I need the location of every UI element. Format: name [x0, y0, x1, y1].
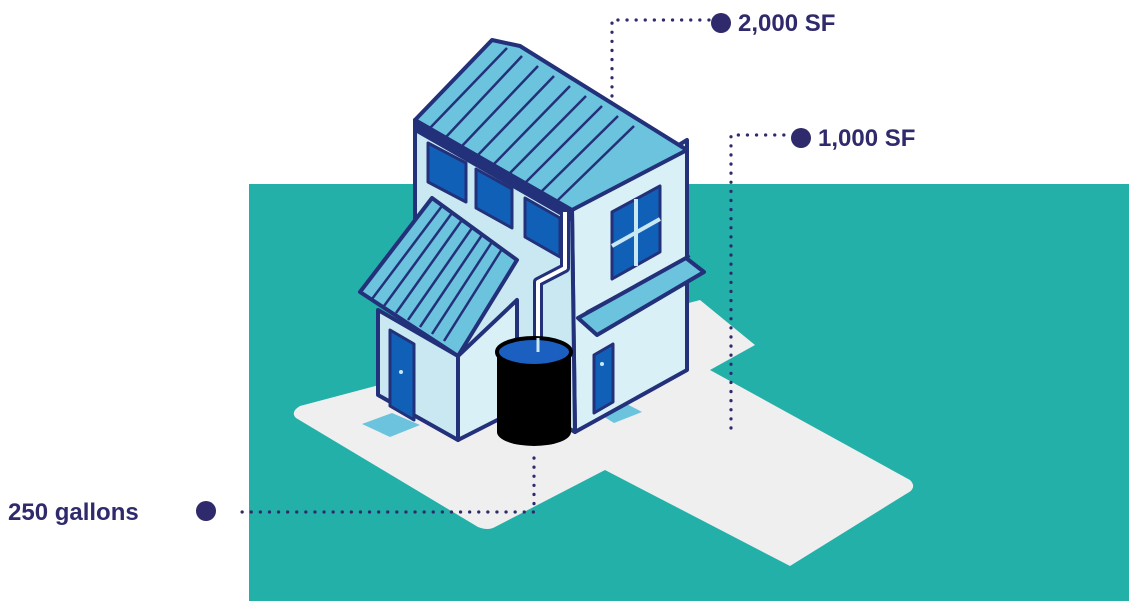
rain-barrel-icon — [495, 336, 573, 446]
barrel-capacity-label: 250 gallons — [8, 499, 139, 526]
main-roof — [413, 38, 689, 212]
door-right — [592, 342, 615, 415]
upper-window-1 — [426, 141, 468, 204]
barrel-marker-dot — [196, 501, 216, 521]
leader-lines — [234, 18, 792, 514]
barrel-top — [495, 336, 573, 368]
upper-window-2 — [474, 167, 514, 230]
leader-roof — [610, 18, 714, 98]
main-roof-ribs — [429, 47, 635, 201]
extension-roof-ribs — [371, 205, 504, 342]
doormat-right — [598, 403, 642, 423]
barrel-body — [497, 352, 571, 446]
door-left — [388, 328, 416, 422]
paved-area — [293, 300, 914, 566]
paved-marker-dot — [791, 128, 811, 148]
paved-area-label: 1,000 SF — [818, 125, 915, 152]
house-icon — [358, 38, 706, 442]
leader-barrel — [234, 456, 536, 514]
gable-trim — [415, 120, 572, 222]
roof-area-label: 2,000 SF — [738, 10, 835, 37]
roof-marker-dot — [711, 13, 731, 33]
doormat-left — [362, 413, 420, 437]
